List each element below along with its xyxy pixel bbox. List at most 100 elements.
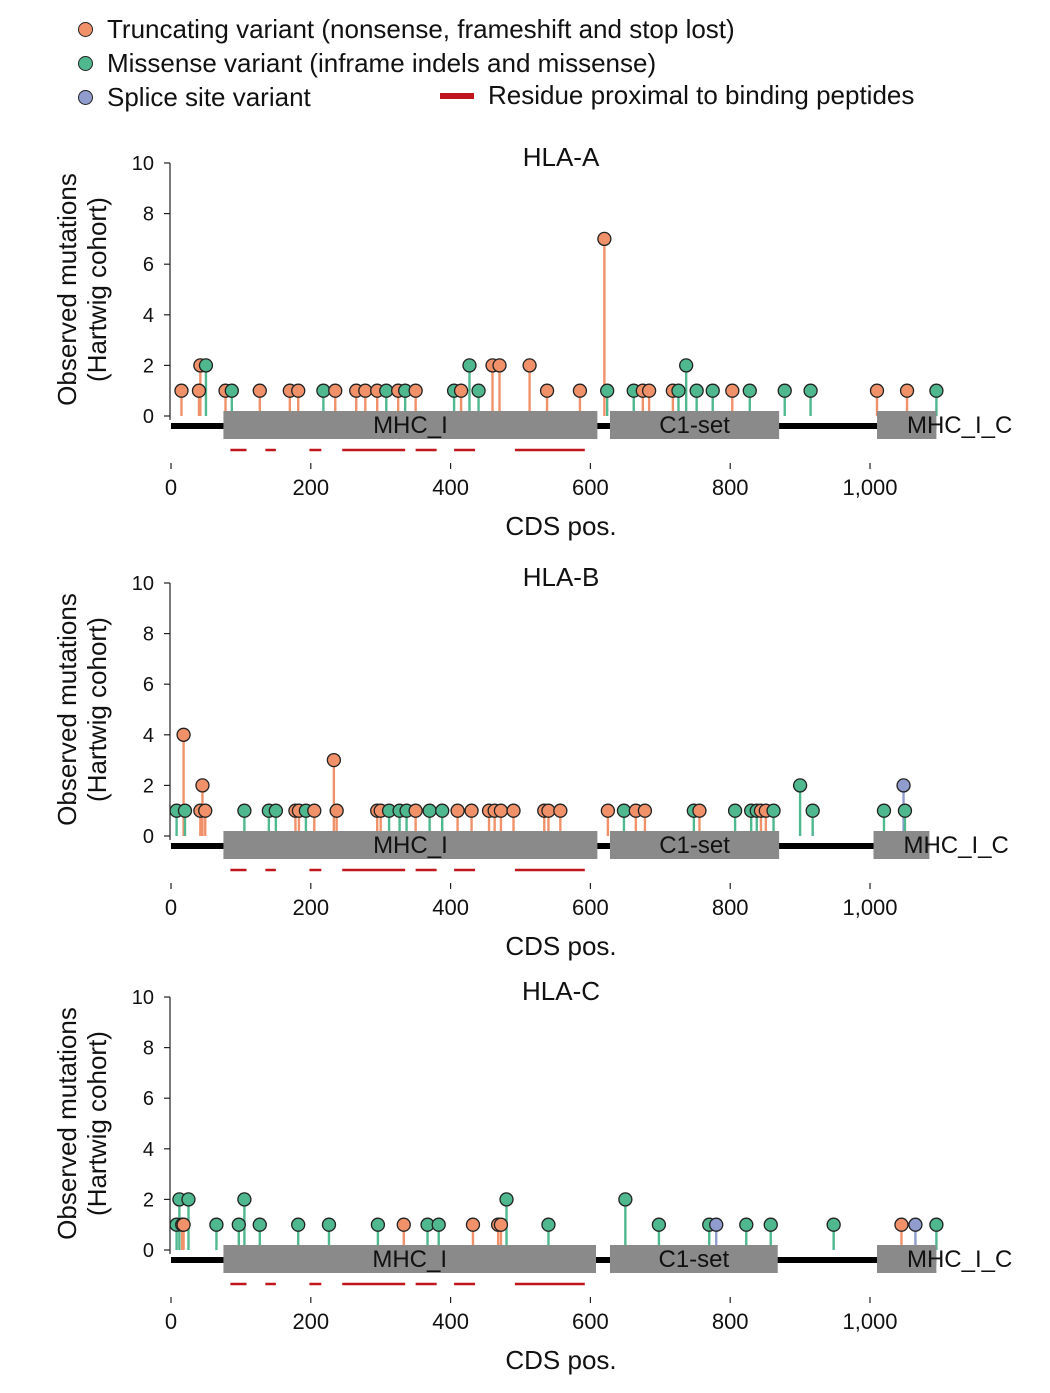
- x-tick-label: 600: [572, 475, 609, 500]
- mutation-dot-missense: [618, 1192, 633, 1207]
- domain-label: MHC_I: [373, 832, 448, 859]
- domain-label: MHC_I: [372, 1246, 447, 1273]
- x-tick-label: 800: [712, 895, 749, 920]
- mutation-dot-missense: [268, 803, 284, 818]
- y-tick-label: 0: [143, 1240, 154, 1262]
- domain-box: [609, 831, 780, 859]
- x-tick-label: 600: [572, 895, 609, 920]
- mutation-dot-truncating: [453, 383, 469, 398]
- mutation-dot-missense: [826, 1217, 841, 1232]
- legend-truncating-dot: [78, 22, 93, 37]
- mutation-dot-missense: [316, 383, 331, 398]
- domain-label: C1-set: [659, 832, 730, 859]
- mutation-dot-missense: [766, 803, 781, 818]
- mutation-dot-truncating: [539, 383, 555, 398]
- mutation-dot-truncating: [408, 803, 423, 818]
- mutation-dot-missense: [435, 803, 450, 818]
- x-tick-label: 400: [432, 475, 469, 500]
- mutation-dot-missense: [231, 1217, 246, 1232]
- y-tick-label: 0: [143, 406, 154, 428]
- mutation-dot-missense: [499, 1192, 514, 1207]
- y-axis-label: Observed mutations: [52, 173, 82, 406]
- mutation-dot-truncating: [493, 1217, 509, 1232]
- mutation-dot-truncating: [641, 383, 657, 398]
- mutation-dot-missense: [370, 1217, 386, 1232]
- mutation-dot-truncating: [899, 383, 915, 398]
- mutation-dot-truncating: [176, 727, 191, 742]
- y-tick-label: 8: [143, 204, 154, 226]
- mutation-dot-truncating: [692, 803, 707, 818]
- mutation-dot-missense: [252, 1217, 267, 1232]
- y-tick-label: 0: [143, 826, 154, 848]
- chart-hla-b: HLA-B Observed mutations (Hartwig cohort) 0…: [52, 562, 1009, 961]
- mutation-dot-missense: [431, 1217, 446, 1232]
- domain-label: MHC_I_C: [903, 832, 1008, 859]
- legend-item-truncating: Truncating variant (nonsense, frameshift…: [78, 14, 735, 45]
- x-tick-label: 600: [572, 1309, 609, 1334]
- y-tick-label: 6: [143, 1088, 154, 1110]
- x-tick-label: 1,000: [842, 475, 897, 500]
- mutation-dot-truncating: [252, 383, 267, 398]
- mutation-dot-splice: [908, 1217, 923, 1232]
- x-tick-label: 0: [165, 1309, 177, 1334]
- x-axis-label: CDS pos.: [505, 511, 616, 541]
- x-tick-label: 400: [432, 895, 469, 920]
- mutation-dot-truncating: [600, 803, 616, 818]
- domain-box: [609, 411, 780, 439]
- stems: [175, 1199, 938, 1250]
- mutation-dot-truncating: [326, 752, 342, 768]
- y-tick-label: 10: [132, 987, 154, 1009]
- y-tick-label: 8: [143, 624, 154, 646]
- y-tick-label: 2: [143, 355, 154, 377]
- domain-label: MHC_I_C: [907, 412, 1012, 439]
- x-tick-label: 200: [292, 895, 329, 920]
- y-axis-label-line2: (Hartwig cohort): [82, 617, 112, 802]
- mutation-dot-missense: [671, 383, 686, 398]
- domain-label: C1-set: [659, 412, 730, 439]
- mutation-dot-missense: [929, 383, 944, 398]
- mutation-dot-missense: [792, 778, 808, 793]
- domain-box: [223, 411, 598, 439]
- mutation-dot-missense: [462, 358, 477, 373]
- x-tick-label: 1,000: [842, 895, 897, 920]
- x-tick-label: 800: [712, 475, 749, 500]
- mutation-dot-truncating: [522, 358, 537, 373]
- mutation-dot-missense: [705, 383, 720, 398]
- chart-hla-a: HLA-A Observed mutations (Hartwig cohort) 0…: [52, 142, 1012, 541]
- y-tick-label: 2: [143, 775, 154, 797]
- legend-missense-label: Missense variant (inframe indels and mis…: [107, 48, 657, 78]
- mutation-dot-missense: [209, 1217, 224, 1232]
- x-tick-label: 200: [292, 1309, 329, 1334]
- mutation-dot-splice: [896, 778, 911, 793]
- y-axis-label-line2: (Hartwig cohort): [82, 197, 112, 382]
- mutation-dot-missense: [379, 383, 394, 398]
- y-tick-label: 4: [143, 725, 154, 747]
- mutation-dot-truncating: [191, 383, 207, 398]
- mutation-dot-missense: [181, 1192, 196, 1207]
- mutation-dot-missense: [689, 383, 704, 398]
- legend-item-missense: Missense variant (inframe indels and mis…: [78, 48, 656, 79]
- mutation-dot-missense: [742, 383, 757, 398]
- mutation-dot-truncating: [198, 803, 213, 818]
- mutation-dot-truncating: [465, 1217, 481, 1232]
- mutation-dot-truncating: [506, 803, 521, 818]
- chart-title: HLA-C: [522, 976, 600, 1006]
- mutation-dot-truncating: [894, 1217, 909, 1232]
- domain-box: [223, 831, 598, 859]
- y-tick-label: 6: [143, 254, 154, 276]
- legend-splice-label: Splice site variant: [107, 82, 311, 112]
- legend: Truncating variant (nonsense, frameshift…: [70, 14, 1030, 124]
- legend-truncating-label: Truncating variant (nonsense, frameshift…: [107, 14, 735, 44]
- mutation-dot-splice: [709, 1217, 724, 1232]
- x-tick-label: 800: [712, 1309, 749, 1334]
- mutation-dot-truncating: [553, 803, 568, 818]
- mutation-dot-truncating: [408, 383, 423, 398]
- y-tick-label: 8: [143, 1038, 154, 1060]
- legend-binding-bar: [440, 92, 474, 99]
- y-tick-label: 4: [143, 305, 154, 327]
- x-tick-label: 0: [165, 895, 177, 920]
- mutation-dot-truncating: [725, 383, 740, 398]
- mutation-dot-missense: [198, 358, 214, 373]
- mutation-dot-truncating: [176, 1217, 191, 1232]
- mutation-dot-missense: [177, 803, 193, 818]
